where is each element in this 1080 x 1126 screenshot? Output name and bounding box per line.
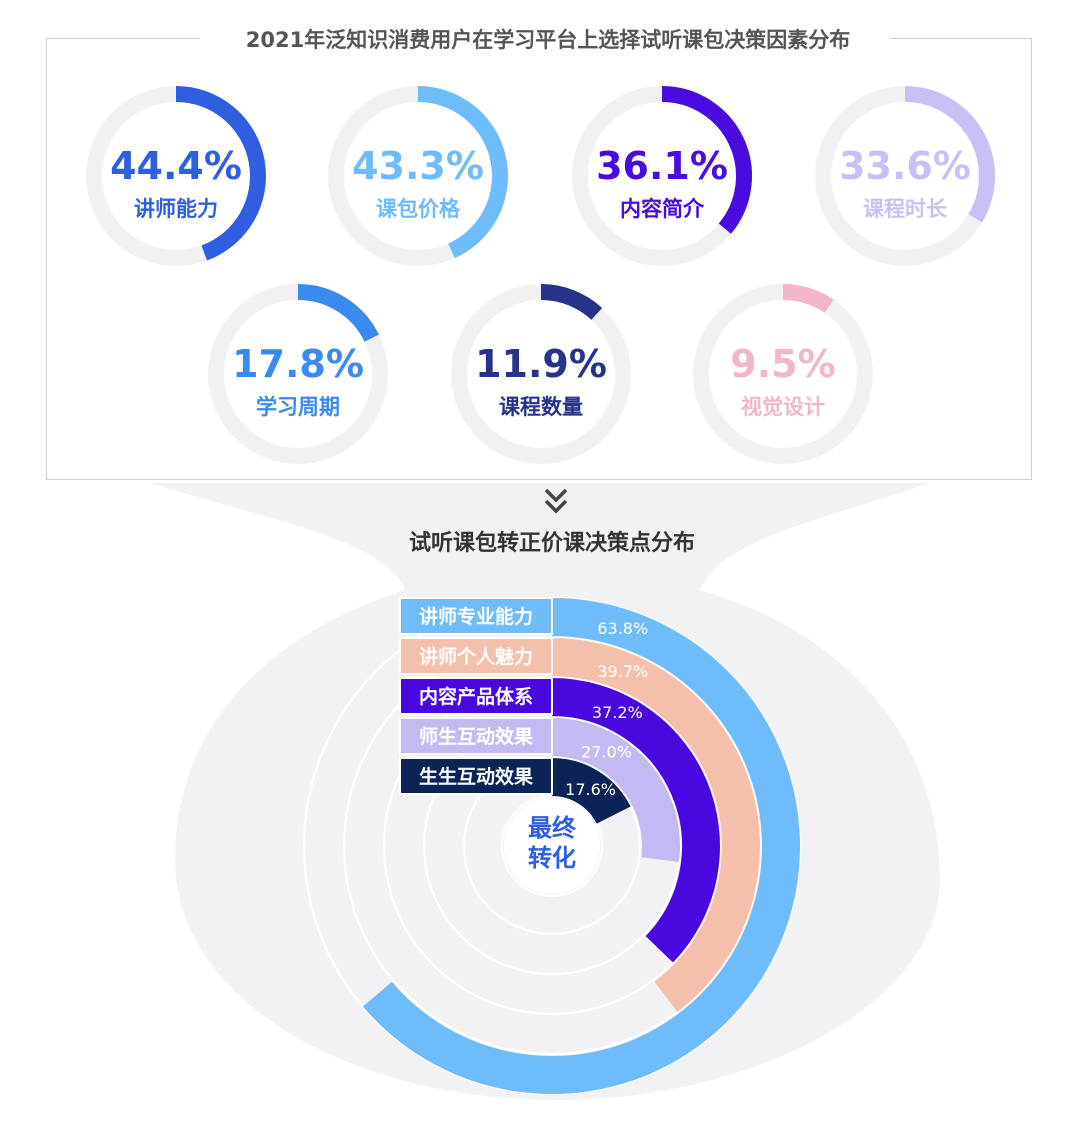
legend-label: 师生互动效果 (419, 725, 533, 748)
radial-value-label: 63.8% (597, 619, 648, 638)
legend-item: 讲师专业能力 (399, 597, 553, 635)
donut-value-arc (540, 284, 603, 320)
legend-item: 师生互动效果 (399, 717, 553, 755)
donut-percent-label: 9.5% (730, 342, 835, 386)
donut-percent-label: 36.1% (596, 144, 728, 188)
donut-value-arc (782, 284, 834, 313)
legend-swatch (399, 717, 553, 755)
legend-item: 讲师个人魅力 (399, 637, 553, 675)
radial-value-label: 27.0% (581, 743, 632, 762)
donut-percent-label: 44.4% (110, 144, 242, 188)
chevron-down-icon (544, 488, 568, 514)
center-label-line2: 转化 (528, 844, 576, 872)
top-title: 2021年泛知识消费用户在学习平台上选择试听课包决策因素分布 (246, 28, 850, 52)
bottom-title: 试听课包转正价课决策点分布 (409, 530, 695, 556)
donut-percent-label: 17.8% (232, 342, 364, 386)
donut-item: 36.1% 内容简介 (572, 86, 752, 266)
donut-item: 17.8% 学习周期 (208, 284, 388, 464)
donut-item: 11.9% 课程数量 (451, 284, 631, 464)
center-label-line1: 最终 (528, 814, 577, 842)
radial-value-label: 39.7% (597, 662, 648, 681)
donut-value-arc (661, 86, 752, 234)
donut-value-arc (417, 86, 508, 259)
legend-swatch (399, 677, 553, 715)
donut-percent-label: 43.3% (352, 144, 484, 188)
donut-grid: 44.4% 讲师能力 43.3% 课包价格 36.1% 内容简介 33.6% 课程时长 17.8… (86, 86, 995, 464)
donut-category-label: 课包价格 (376, 197, 461, 221)
center-disc (504, 798, 600, 894)
legend-item: 生生互动效果 (399, 757, 553, 795)
donut-category-label: 视觉设计 (741, 395, 825, 419)
donut-percent-label: 33.6% (839, 144, 971, 188)
legend-label: 内容产品体系 (419, 685, 533, 708)
donut-category-label: 内容简介 (620, 197, 705, 221)
legend-swatch (399, 597, 553, 635)
radial-bar (551, 718, 680, 863)
radial-value-label: 17.6% (565, 780, 616, 799)
radial-bar (551, 678, 720, 963)
donut-category-label: 课程数量 (499, 395, 583, 419)
donut-percent-label: 11.9% (475, 342, 607, 386)
legend-label: 生生互动效果 (419, 765, 533, 788)
legend-label: 讲师专业能力 (419, 605, 533, 628)
legend-swatch (399, 637, 553, 675)
donut-value-arc (175, 86, 266, 261)
radial-bar (551, 638, 760, 1012)
legend-swatch (399, 757, 553, 795)
legend-item: 内容产品体系 (399, 677, 553, 715)
donut-category-label: 学习周期 (256, 395, 340, 419)
donut-item: 33.6% 课程时长 (815, 86, 995, 266)
top-title-mask (200, 28, 890, 52)
radial-bar-chart: 63.8% 39.7% 37.2% 27.0% 17.6% (303, 597, 801, 1095)
donut-item: 44.4% 讲师能力 (86, 86, 266, 266)
donut-category-label: 课程时长 (863, 197, 948, 221)
donut-item: 43.3% 课包价格 (328, 86, 508, 266)
radial-value-label: 37.2% (592, 703, 643, 722)
donut-value-arc (297, 284, 379, 342)
donut-item: 9.5% 视觉设计 (693, 284, 873, 464)
donut-category-label: 讲师能力 (134, 197, 218, 221)
radial-bar (362, 598, 800, 1094)
legend-label: 讲师个人魅力 (419, 645, 533, 668)
radial-bar (551, 758, 631, 825)
donut-value-arc (904, 86, 995, 223)
